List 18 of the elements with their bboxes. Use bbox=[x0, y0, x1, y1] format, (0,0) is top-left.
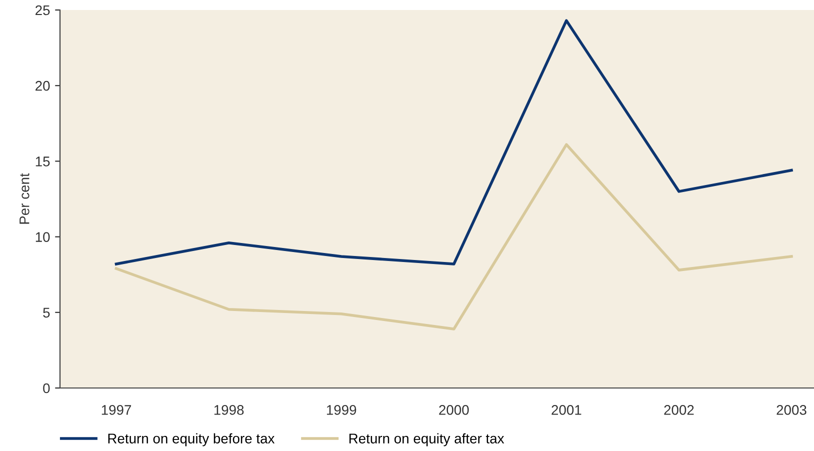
y-axis-title: Per cent bbox=[20, 173, 30, 224]
x-tick-label: 2001 bbox=[552, 405, 582, 415]
y-tick-label: 15 bbox=[36, 156, 50, 166]
y-tick-label: 25 bbox=[36, 5, 50, 16]
x-tick-label: 2002 bbox=[664, 405, 694, 415]
y-tick-label: 10 bbox=[36, 232, 50, 242]
y-tick-label: 0 bbox=[43, 383, 50, 394]
x-tick-label: 2003 bbox=[776, 405, 806, 415]
x-tick-label: 2000 bbox=[439, 405, 469, 415]
line-series bbox=[114, 143, 793, 330]
y-tick-label: 5 bbox=[43, 308, 50, 318]
x-tick-label: 1999 bbox=[326, 405, 356, 415]
x-tick-label: 1998 bbox=[214, 405, 244, 415]
x-tick-label: 1997 bbox=[102, 405, 132, 415]
legend-label: Return on equity before tax bbox=[108, 433, 275, 446]
line-series bbox=[114, 19, 793, 266]
legend-label: Return on equity after tax bbox=[349, 433, 504, 446]
y-tick-label: 20 bbox=[36, 80, 50, 91]
